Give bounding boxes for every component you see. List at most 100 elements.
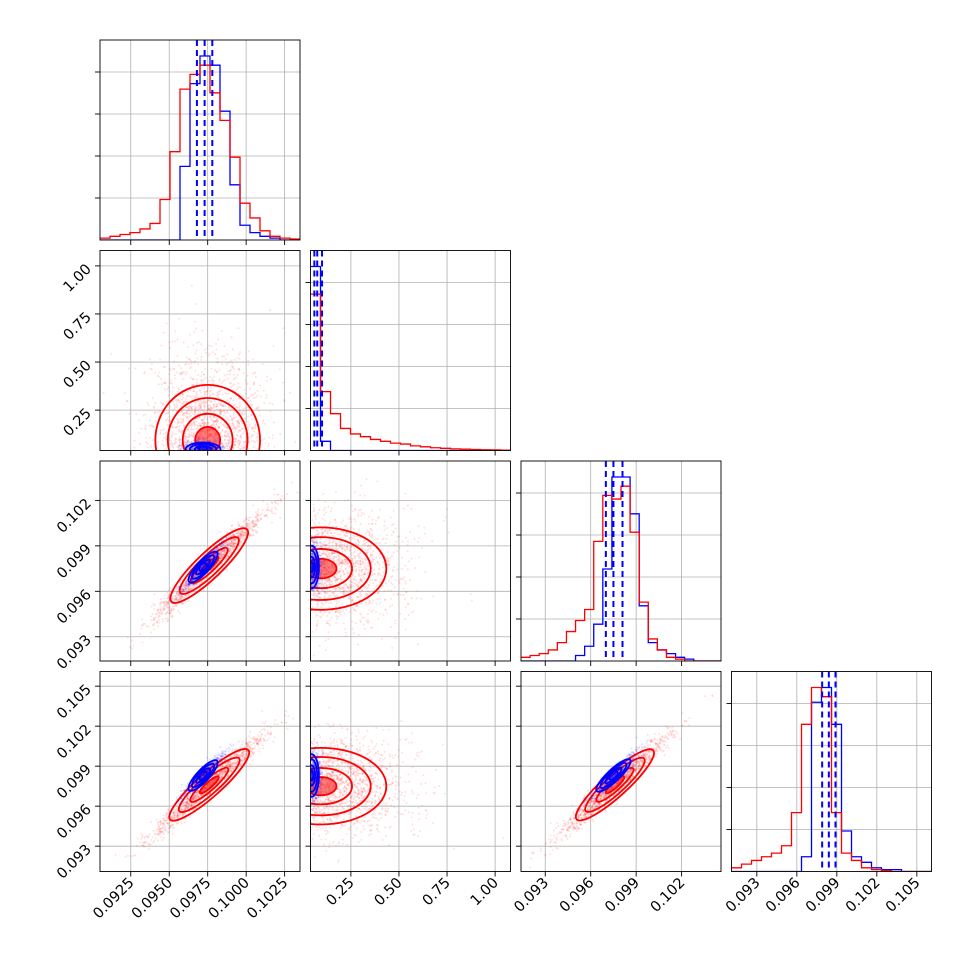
sample-point bbox=[363, 596, 366, 599]
sample-point bbox=[387, 589, 390, 592]
sample-point bbox=[310, 534, 313, 537]
sample-point bbox=[219, 551, 222, 554]
y-tick-label: 0.50 bbox=[61, 358, 95, 392]
sample-point bbox=[219, 545, 222, 548]
sample-point bbox=[110, 352, 113, 355]
sample-point bbox=[326, 530, 329, 533]
sample-point bbox=[391, 603, 394, 606]
sample-point bbox=[346, 586, 349, 589]
sample-point bbox=[187, 441, 190, 444]
sample-point bbox=[248, 408, 251, 411]
sample-point bbox=[226, 377, 229, 380]
sample-point bbox=[352, 551, 355, 554]
sample-point bbox=[335, 544, 338, 547]
sample-point bbox=[201, 418, 204, 421]
sample-point bbox=[333, 575, 336, 578]
sample-point bbox=[162, 433, 165, 436]
sample-point bbox=[140, 427, 143, 430]
sample-point bbox=[399, 612, 402, 615]
sample-point bbox=[245, 409, 248, 412]
sample-point bbox=[342, 593, 345, 596]
sample-point bbox=[215, 408, 218, 411]
sample-point bbox=[346, 543, 349, 546]
sample-point bbox=[210, 409, 213, 412]
sample-point bbox=[370, 536, 373, 539]
sample-point bbox=[209, 407, 212, 410]
sample-point bbox=[209, 556, 212, 559]
sample-point bbox=[188, 582, 191, 585]
sample-point bbox=[331, 582, 334, 585]
sample-point bbox=[225, 426, 228, 429]
sample-point bbox=[266, 503, 269, 506]
sample-point bbox=[334, 552, 337, 555]
sample-point bbox=[337, 533, 340, 536]
sample-point bbox=[168, 415, 171, 418]
sample-point bbox=[343, 573, 346, 576]
sample-point bbox=[228, 401, 231, 404]
sample-point bbox=[192, 434, 195, 437]
sample-point bbox=[187, 433, 190, 436]
sample-point bbox=[244, 518, 247, 521]
sample-point bbox=[242, 446, 245, 449]
sample-point bbox=[185, 581, 188, 584]
sample-point bbox=[167, 595, 170, 598]
sample-point bbox=[316, 622, 319, 625]
sample-point bbox=[238, 523, 241, 526]
sample-point bbox=[377, 617, 380, 620]
sample-point bbox=[187, 583, 190, 586]
sample-point bbox=[252, 382, 255, 385]
sample-point bbox=[213, 404, 216, 407]
contour-blue bbox=[195, 558, 211, 576]
sample-point bbox=[160, 377, 163, 380]
sample-point bbox=[232, 532, 235, 535]
sample-point bbox=[387, 564, 390, 567]
sample-point bbox=[226, 545, 229, 548]
sample-point bbox=[234, 443, 237, 446]
sample-point bbox=[236, 406, 239, 409]
sample-point bbox=[158, 615, 161, 618]
sample-point bbox=[394, 619, 397, 622]
sample-point bbox=[203, 411, 206, 414]
sample-point bbox=[197, 436, 200, 439]
sample-point bbox=[328, 523, 331, 526]
sample-point bbox=[274, 502, 277, 505]
sample-point bbox=[182, 417, 185, 420]
sample-point bbox=[206, 389, 209, 392]
sample-point bbox=[192, 576, 195, 579]
sample-point bbox=[220, 442, 223, 445]
sample-point bbox=[414, 567, 417, 570]
sample-point bbox=[198, 416, 201, 419]
sample-point bbox=[191, 405, 194, 408]
sample-point bbox=[235, 416, 238, 419]
sample-point bbox=[232, 543, 235, 546]
sample-point bbox=[215, 548, 218, 551]
sample-point bbox=[175, 399, 178, 402]
sample-point bbox=[151, 613, 154, 616]
sample-point bbox=[239, 351, 242, 354]
sample-point bbox=[193, 574, 196, 577]
sample-point bbox=[359, 619, 362, 622]
sample-point bbox=[187, 583, 190, 586]
sample-point bbox=[232, 416, 235, 419]
sample-point bbox=[327, 622, 330, 625]
sample-point bbox=[266, 379, 269, 382]
sample-point bbox=[239, 533, 242, 536]
sample-point bbox=[129, 645, 132, 648]
sample-point bbox=[218, 551, 221, 554]
sample-point bbox=[181, 590, 184, 593]
sample-point bbox=[217, 544, 220, 547]
sample-point bbox=[226, 554, 229, 557]
sample-point bbox=[340, 580, 343, 583]
sample-point bbox=[174, 393, 177, 396]
sample-point bbox=[217, 338, 220, 341]
sample-point bbox=[220, 552, 223, 555]
sample-point bbox=[189, 410, 192, 413]
sample-point bbox=[247, 519, 250, 522]
sample-point bbox=[230, 415, 233, 418]
sample-point bbox=[240, 445, 243, 448]
sample-point bbox=[206, 401, 209, 404]
sample-point bbox=[183, 434, 186, 437]
sample-point bbox=[310, 580, 313, 583]
sample-point bbox=[333, 539, 336, 542]
